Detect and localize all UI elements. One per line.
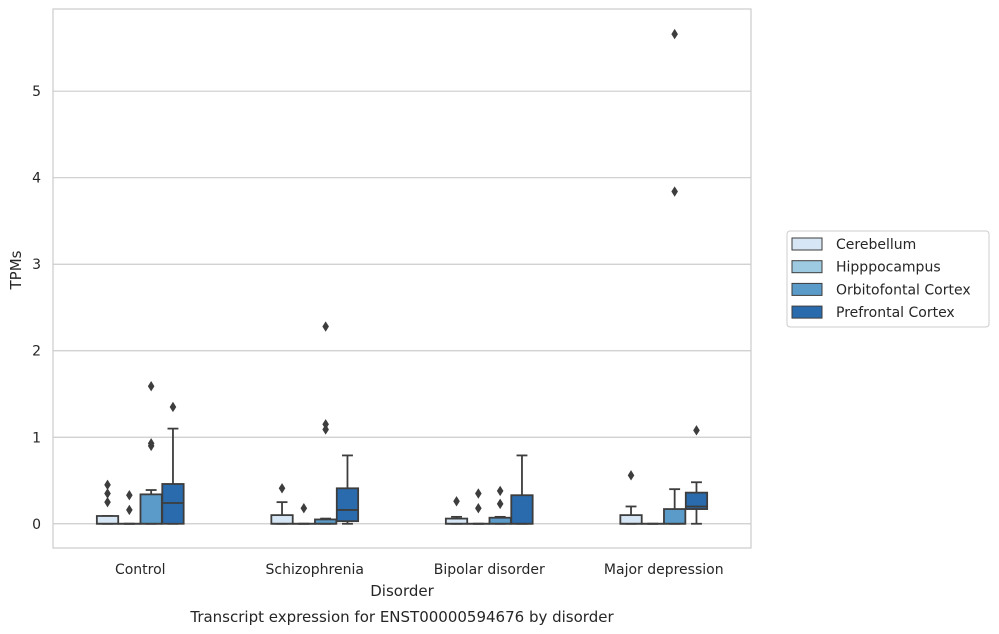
box-hipppocampus [466, 488, 490, 525]
box-iqr [510, 494, 534, 525]
outlier-point [147, 438, 155, 449]
box-cerebellum [95, 479, 120, 525]
x-tick-label: Control [115, 562, 166, 578]
box-prefrontal-cortex [335, 454, 360, 525]
outlier-point [671, 186, 678, 197]
box-cerebellum [444, 496, 469, 525]
box-cerebellum [270, 483, 294, 525]
box-iqr [488, 516, 512, 525]
box-iqr [335, 487, 360, 523]
box-prefrontal-cortex [510, 454, 534, 525]
box-orbitofontal-cortex [314, 321, 338, 525]
x-tick-label: Schizophrenia [266, 562, 364, 578]
outlier-point [169, 401, 177, 413]
legend-frame [786, 230, 990, 328]
outlier-point [104, 488, 111, 499]
box-orbitofontal-cortex [488, 485, 512, 525]
box-orbitofontal-cortex [663, 28, 687, 525]
outlier-point [322, 321, 329, 332]
legend-item: Cerebellum [791, 237, 916, 253]
outlier-point [300, 503, 308, 514]
legend-item: Hipppocampus [791, 260, 941, 276]
outlier-point [126, 504, 133, 516]
y-tick-label: 4 [32, 171, 41, 187]
box-iqr [270, 514, 294, 525]
box-iqr [619, 514, 643, 525]
outlier-point [278, 483, 286, 494]
outlier-point [496, 485, 504, 497]
legend-item: Prefrontal Cortex [791, 305, 955, 321]
outlier-point [627, 470, 635, 481]
legend-item: Orbitofontal Cortex [791, 282, 971, 298]
legend-swatch [791, 260, 823, 274]
box-hipppocampus [292, 503, 316, 525]
y-tick-label: 0 [32, 517, 41, 533]
legend-label: Orbitofontal Cortex [836, 282, 971, 298]
outlier-point [104, 496, 111, 508]
y-tick-label: 2 [32, 344, 41, 360]
box-iqr [139, 493, 163, 525]
legend: Cerebellum Hipppocampus Orbitofontal Corte… [786, 230, 990, 328]
legend-swatch [791, 305, 823, 319]
box-prefrontal-cortex [161, 401, 185, 525]
outlier-point [475, 503, 482, 514]
box-prefrontal-cortex [684, 425, 709, 525]
legend-label: Cerebellum [836, 237, 916, 253]
chart-caption: Transcript expression for ENST0000059467… [189, 608, 614, 626]
legend-swatch [791, 282, 823, 296]
box-orbitofontal-cortex [139, 381, 163, 525]
box-iqr [684, 491, 709, 510]
outlier-point [322, 419, 329, 430]
x-tick-labels: Control Schizophrenia Bipolar disorder Majo… [115, 562, 724, 578]
y-axis-title: TPMs [7, 250, 25, 290]
y-tick-label: 1 [32, 430, 41, 446]
outlier-point [104, 479, 111, 491]
x-tick-label: Bipolar disorder [434, 562, 545, 578]
y-tick-labels: 0 1 2 3 4 5 [32, 84, 41, 533]
legend-label: Prefrontal Cortex [836, 305, 955, 321]
outlier-point [147, 381, 155, 392]
box-cerebellum [619, 470, 643, 525]
grid-lines [53, 90, 751, 525]
x-tick-label: Major depression [604, 562, 724, 578]
legend-swatch [791, 237, 823, 251]
y-tick-label: 3 [32, 257, 41, 273]
legend-label: Hipppocampus [836, 260, 941, 276]
x-axis-title: Disorder [370, 582, 434, 600]
outlier-point [693, 425, 700, 436]
boxes [95, 28, 709, 525]
box-iqr [95, 515, 120, 525]
outlier-point [496, 498, 504, 510]
y-tick-label: 5 [32, 84, 41, 100]
outlier-point [475, 488, 482, 499]
outlier-point [671, 28, 678, 40]
outlier-point [453, 496, 460, 507]
plot-area-frame [52, 8, 752, 549]
outlier-point [126, 490, 133, 501]
box-iqr [663, 508, 687, 525]
box-hipppocampus [117, 490, 141, 525]
